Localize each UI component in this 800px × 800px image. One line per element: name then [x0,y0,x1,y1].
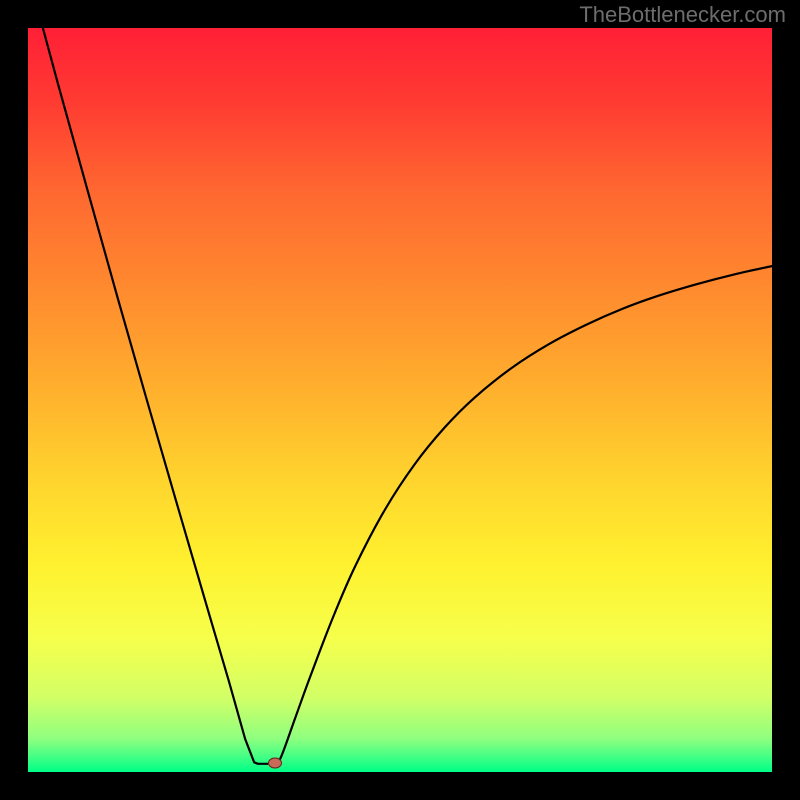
optimum-marker [268,758,282,769]
plot-area [28,28,772,772]
chart-container: TheBottlenecker.com [0,0,800,800]
bottleneck-curve [28,28,772,772]
watermark-text: TheBottlenecker.com [579,2,786,28]
curve-path [43,28,772,764]
